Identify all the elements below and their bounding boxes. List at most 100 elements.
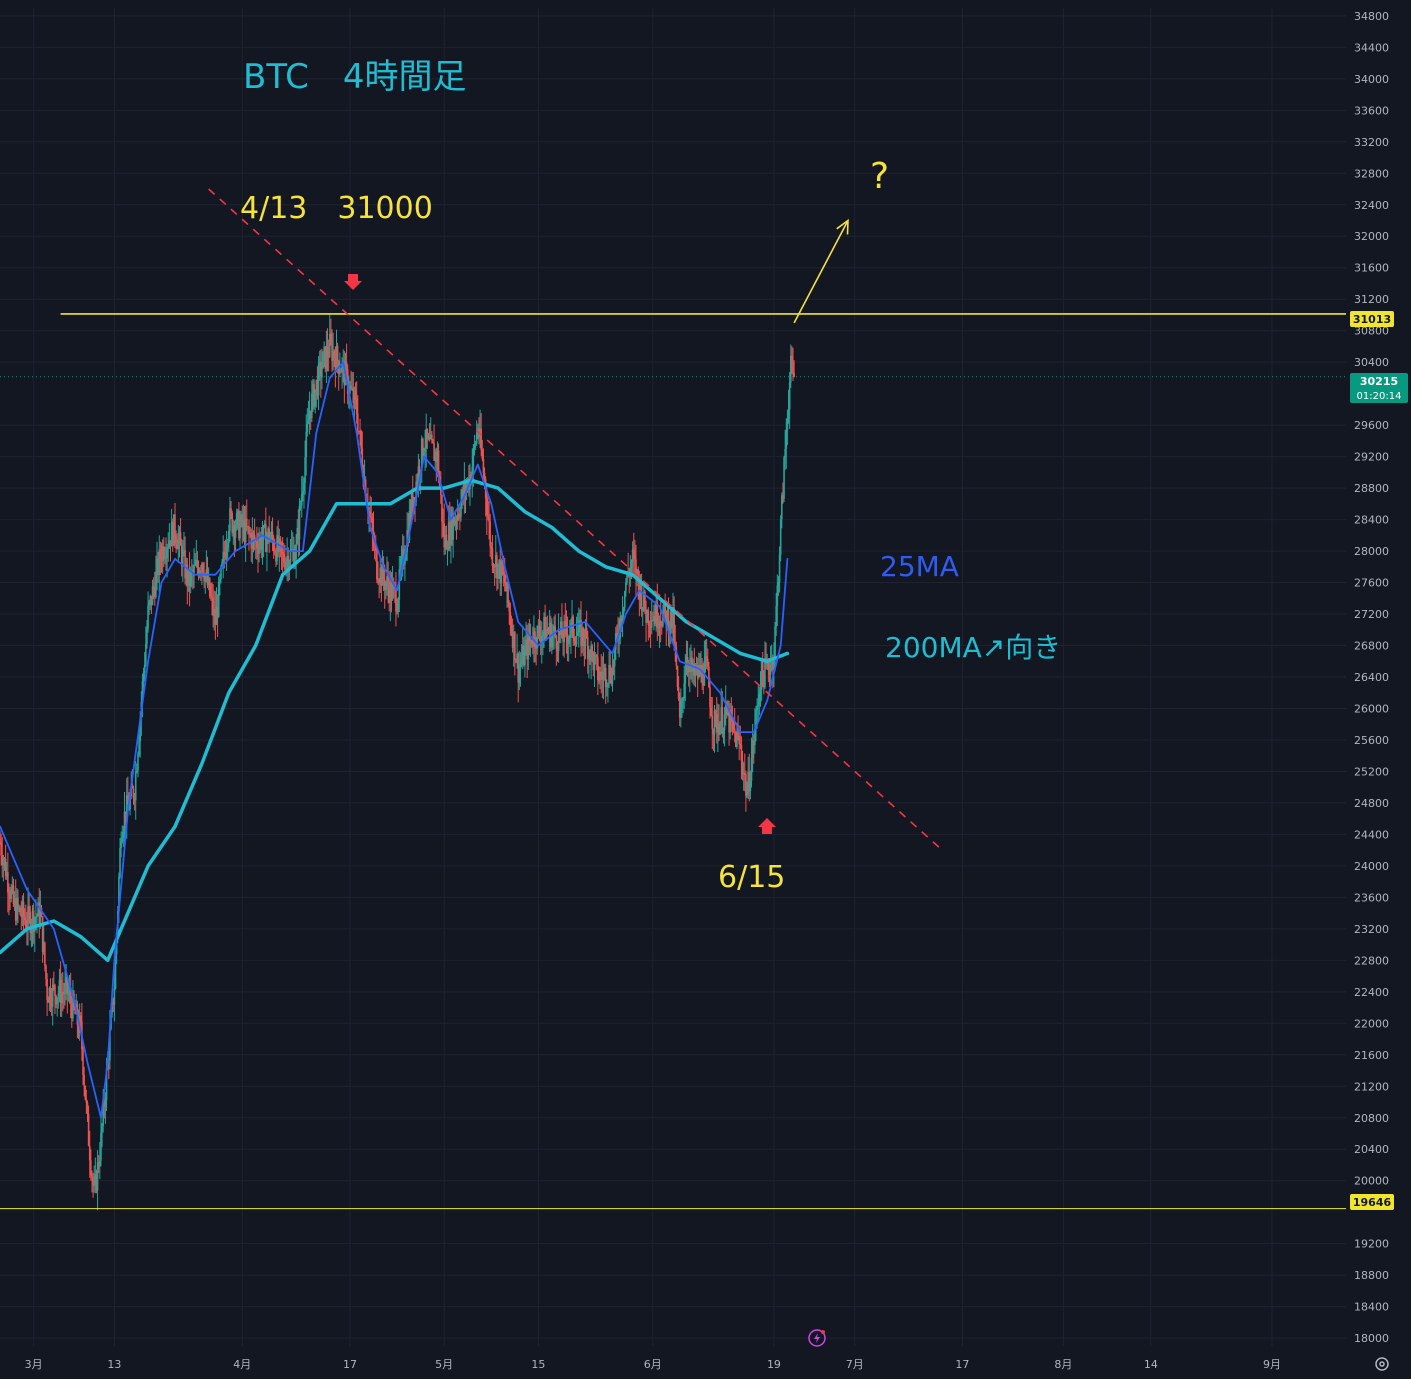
- candle-body: [387, 576, 389, 588]
- candle-body: [91, 1175, 93, 1178]
- candle-body: [511, 631, 514, 648]
- candle-body: [249, 532, 251, 535]
- candle-body: [27, 906, 29, 928]
- candle-body: [490, 546, 493, 549]
- candle-body: [353, 390, 356, 404]
- candle-body: [483, 472, 486, 480]
- candle-body: [183, 550, 185, 552]
- candle-body: [296, 527, 299, 545]
- candle-body: [618, 637, 620, 640]
- candle-body: [7, 871, 9, 893]
- candle-body: [357, 413, 359, 431]
- x-tick-label: 4月: [233, 1358, 251, 1371]
- candle-body: [132, 788, 135, 799]
- ma25-line: [0, 361, 789, 1119]
- candle-body: [644, 591, 646, 611]
- candle-body: [740, 744, 743, 761]
- candle-body: [701, 665, 703, 683]
- candle-body: [359, 430, 361, 432]
- candle-body: [22, 902, 25, 918]
- candle-body: [416, 481, 419, 484]
- candle-body: [3, 858, 6, 861]
- candle-body: [489, 521, 491, 547]
- candle-body: [82, 1049, 84, 1076]
- candle-body: [683, 683, 686, 699]
- y-axis[interactable]: 34800 34400 34000 33600 33200 32800 32400 32000…: [1354, 10, 1389, 1345]
- candle-body: [271, 531, 274, 540]
- candle-body: [114, 954, 117, 989]
- candle-body: [235, 512, 238, 528]
- candle-body: [481, 450, 484, 459]
- candle-body: [374, 545, 377, 552]
- candle-body: [745, 774, 747, 796]
- y-tick-label: 20000: [1354, 1175, 1389, 1188]
- candle-body: [712, 728, 715, 735]
- candle-body: [224, 554, 227, 558]
- candle-body: [231, 513, 233, 533]
- candle-body: [520, 661, 523, 665]
- bar-countdown: 01:20:14: [1357, 391, 1402, 402]
- candle-body: [711, 715, 714, 729]
- candle-body: [613, 649, 616, 667]
- candle-body: [687, 665, 690, 673]
- candle-body: [49, 988, 52, 1004]
- candle-body: [609, 664, 611, 680]
- candle-body: [488, 517, 490, 522]
- candle-body: [291, 549, 294, 551]
- candle-body: [603, 667, 606, 672]
- x-axis[interactable]: 3月 13 4月 17 5月 15 6月 19 7月 17 8月 14 9月: [25, 1358, 1281, 1371]
- candle-body: [463, 482, 466, 498]
- candle-body: [279, 538, 282, 543]
- candle-body: [566, 634, 569, 644]
- gear-icon[interactable]: [1375, 1357, 1389, 1371]
- candle-body: [682, 698, 684, 701]
- candle-body: [313, 383, 315, 407]
- candle-body: [514, 631, 516, 661]
- candle-body: [601, 675, 604, 680]
- candle-body: [786, 419, 789, 431]
- candle-body: [50, 1003, 53, 1007]
- candle-body: [97, 1162, 100, 1167]
- candle-body: [240, 514, 242, 524]
- candle-body: [382, 563, 385, 580]
- candle-body: [103, 1101, 106, 1107]
- candle-body: [100, 1132, 102, 1161]
- candle-body: [781, 495, 783, 520]
- candle-body: [202, 563, 204, 574]
- candle-body: [755, 709, 757, 729]
- candle-body: [646, 610, 649, 623]
- candle-body: [653, 615, 655, 621]
- y-tick-label: 23200: [1354, 923, 1389, 936]
- candle-body: [60, 991, 63, 1004]
- lightning-icon[interactable]: [808, 1329, 826, 1347]
- candle-body: [677, 687, 680, 699]
- candle-body: [276, 535, 278, 562]
- candle-body: [426, 428, 429, 439]
- candle-body: [606, 686, 608, 688]
- candle-body: [552, 631, 554, 635]
- candle-body: [137, 754, 139, 771]
- candle-body: [134, 771, 137, 801]
- candle-body: [308, 410, 311, 421]
- candle-body: [232, 525, 235, 533]
- candle-body: [113, 988, 116, 1005]
- candle-body: [388, 587, 391, 603]
- candle-body: [433, 443, 435, 461]
- candle-body: [148, 601, 150, 606]
- candle-body: [542, 631, 544, 637]
- candle-body: [746, 794, 748, 796]
- candle-body: [510, 625, 513, 632]
- y-tick-label: 34000: [1354, 73, 1389, 86]
- low-label: 6/15: [718, 860, 785, 895]
- candle-body: [261, 540, 264, 550]
- candle-body: [136, 770, 138, 772]
- y-tick-label: 24400: [1354, 828, 1389, 841]
- candle-body: [397, 599, 399, 613]
- candle-body: [637, 569, 640, 581]
- y-tick-label: 32800: [1354, 167, 1389, 180]
- candle-body: [65, 977, 67, 984]
- candle-body: [92, 1177, 94, 1185]
- candle-body: [216, 607, 219, 617]
- candle-body: [88, 1145, 91, 1161]
